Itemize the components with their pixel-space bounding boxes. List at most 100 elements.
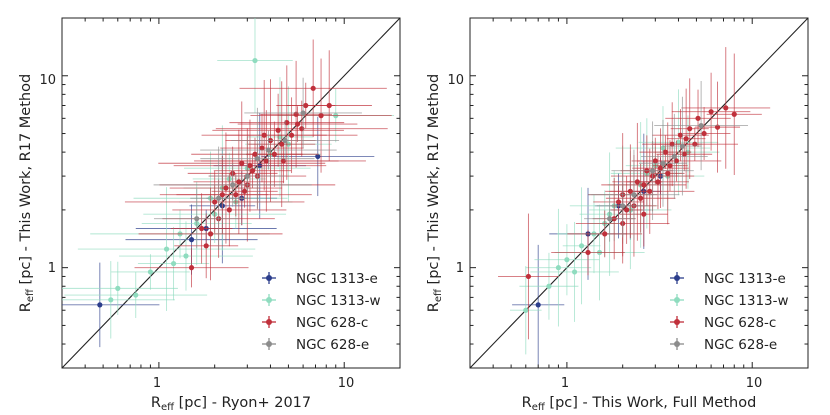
point-marker xyxy=(647,188,653,194)
point-marker xyxy=(660,160,666,166)
point-marker xyxy=(649,168,656,174)
right-legend-entry-ngc1313w: NGC 1313-w xyxy=(670,293,789,309)
point-marker xyxy=(212,199,218,205)
right-xtick-1: 1 xyxy=(561,376,569,391)
data-point xyxy=(588,149,680,240)
data-point xyxy=(611,121,694,221)
left-panel: 1 10 1 10 Reff [pc] - Ryon+ 2017 Reff [p… xyxy=(18,17,401,413)
left-xlabel: Reff [pc] - Ryon+ 2017 xyxy=(151,395,311,413)
data-point xyxy=(111,254,190,290)
left-legend-label-ngc1313w: NGC 1313-w xyxy=(296,293,381,309)
data-point xyxy=(176,155,269,234)
data-point xyxy=(250,58,392,173)
point-marker xyxy=(259,145,265,151)
data-point xyxy=(652,140,688,192)
left-axis-ticks xyxy=(61,17,401,369)
data-point xyxy=(706,53,762,176)
data-point xyxy=(200,107,315,210)
data-point xyxy=(138,187,283,281)
point-marker xyxy=(638,195,644,201)
data-point xyxy=(153,189,240,249)
point-marker xyxy=(624,207,630,213)
point-marker xyxy=(631,192,637,198)
point-marker xyxy=(252,57,258,64)
data-point xyxy=(213,153,292,188)
left-legend-label-ngc628e: NGC 628-e xyxy=(296,337,369,353)
point-marker xyxy=(673,158,680,164)
data-point xyxy=(64,272,208,318)
point-marker xyxy=(265,147,272,153)
point-marker xyxy=(219,192,225,198)
point-marker xyxy=(701,130,707,137)
point-marker xyxy=(695,115,701,121)
point-marker xyxy=(299,126,305,132)
point-marker xyxy=(226,207,232,213)
point-marker xyxy=(163,246,170,252)
data-point xyxy=(638,119,688,207)
point-marker xyxy=(108,297,114,303)
left-legend-entry-ngc628c: NGC 628-c xyxy=(262,315,368,331)
data-point xyxy=(208,160,286,192)
right-ytick-1: 1 xyxy=(456,261,464,276)
point-marker xyxy=(708,109,714,115)
data-point xyxy=(124,171,305,233)
right-legend-marker-ngc628e xyxy=(674,341,680,347)
data-point xyxy=(509,266,542,355)
data-point xyxy=(551,229,625,276)
point-marker xyxy=(254,156,260,162)
point-marker xyxy=(662,149,668,155)
point-marker xyxy=(223,185,229,191)
point-marker xyxy=(641,211,647,217)
point-marker xyxy=(170,260,177,267)
point-marker xyxy=(188,265,195,271)
data-point xyxy=(651,127,739,161)
left-legend-label-ngc1313e: NGC 1313-e xyxy=(296,271,378,287)
point-marker xyxy=(236,179,242,185)
point-marker xyxy=(698,122,704,129)
data-point xyxy=(244,77,362,149)
point-marker xyxy=(681,151,687,157)
data-point xyxy=(671,72,751,151)
point-marker xyxy=(692,141,698,147)
point-marker xyxy=(731,111,737,117)
data-point xyxy=(158,101,326,226)
point-marker xyxy=(147,269,154,275)
data-point xyxy=(190,146,247,250)
data-point xyxy=(530,221,619,322)
point-marker xyxy=(282,137,288,144)
point-marker xyxy=(247,163,253,169)
point-marker xyxy=(607,216,613,222)
point-marker xyxy=(133,292,139,298)
data-point xyxy=(169,132,283,244)
left-legend-label-ngc628c: NGC 628-c xyxy=(296,315,368,331)
data-point xyxy=(172,173,287,247)
right-ylabel: Reff [pc] - This Work, R17 Method xyxy=(426,74,444,312)
data-point xyxy=(666,88,706,189)
data-point xyxy=(665,89,731,148)
point-marker xyxy=(655,179,661,185)
left-data-points xyxy=(62,18,395,348)
left-ytick-10: 10 xyxy=(39,73,56,88)
left-xtick-1: 1 xyxy=(153,376,161,391)
left-ylabel: Reff [pc] - This Work, R17 Method xyxy=(18,74,36,312)
point-marker xyxy=(216,195,222,201)
right-legend-marker-ngc1313w xyxy=(674,297,680,303)
point-marker xyxy=(194,216,200,222)
data-point xyxy=(619,181,668,247)
data-point xyxy=(119,221,253,291)
data-point xyxy=(670,78,709,179)
data-point xyxy=(681,47,771,169)
data-point xyxy=(174,213,239,279)
data-point xyxy=(512,244,565,365)
point-marker xyxy=(241,188,248,194)
right-legend-entry-ngc628e: NGC 628-e xyxy=(670,337,777,353)
right-panel: 1 10 1 10 Reff [pc] - This Work, Full Me… xyxy=(426,17,809,413)
data-point xyxy=(654,81,749,171)
data-point xyxy=(231,119,340,162)
right-legend-entry-ngc1313e: NGC 1313-e xyxy=(670,271,786,287)
point-marker xyxy=(315,153,321,160)
right-legend-label-ngc628e: NGC 628-e xyxy=(704,337,777,353)
left-legend-marker-ngc1313e xyxy=(266,275,272,281)
data-point xyxy=(62,261,175,339)
